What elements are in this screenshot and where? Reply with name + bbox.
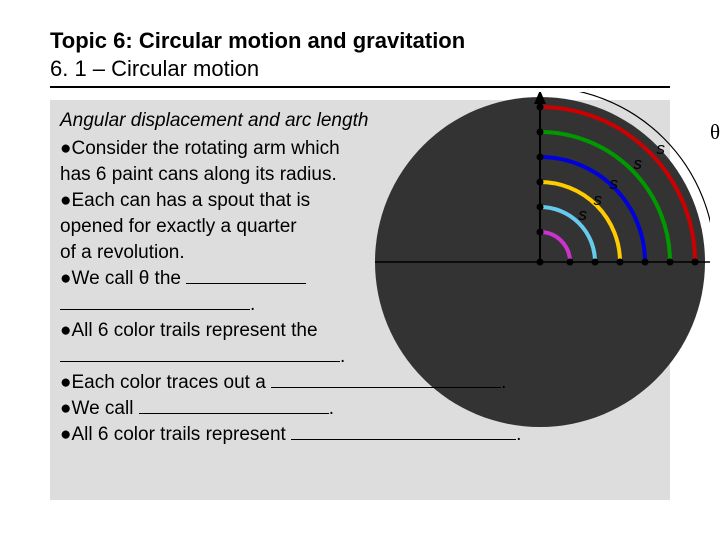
text-line: ●We call . bbox=[60, 396, 660, 422]
text-line: ●We call θ the bbox=[60, 266, 660, 292]
title-block: Topic 6: Circular motion and gravitation… bbox=[50, 28, 670, 82]
section-subtitle: Angular displacement and arc length bbox=[60, 108, 660, 134]
end-dot bbox=[667, 259, 674, 266]
title-underline bbox=[50, 86, 670, 88]
theta-label: θ bbox=[710, 120, 720, 145]
content-panel: θ s s s s s Angular displacement and arc… bbox=[50, 100, 670, 500]
text-line: ●Consider the rotating arm which bbox=[60, 136, 660, 162]
text-line: ●Each color traces out a . bbox=[60, 370, 660, 396]
text-line: . bbox=[60, 344, 660, 370]
text-line: ●All 6 color trails represent . bbox=[60, 422, 660, 448]
blank-1 bbox=[186, 267, 306, 284]
topic-title: Topic 6: Circular motion and gravitation bbox=[50, 28, 670, 54]
text-line: ●Each can has a spout that is bbox=[60, 188, 660, 214]
end-dot bbox=[692, 259, 699, 266]
text-line: ●All 6 color trails represent the bbox=[60, 318, 660, 344]
section-title: 6. 1 – Circular motion bbox=[50, 56, 670, 82]
text-line: . bbox=[60, 292, 660, 318]
body-text: Angular displacement and arc length ●Con… bbox=[60, 108, 660, 448]
blank-6 bbox=[291, 423, 516, 440]
text-line: opened for exactly a quarter bbox=[60, 214, 660, 240]
text-line: has 6 paint cans along its radius. bbox=[60, 162, 660, 188]
blank-3 bbox=[60, 345, 340, 362]
text-line: of a revolution. bbox=[60, 240, 660, 266]
blank-2 bbox=[60, 293, 250, 310]
blank-4 bbox=[271, 371, 501, 388]
blank-5 bbox=[139, 397, 329, 414]
